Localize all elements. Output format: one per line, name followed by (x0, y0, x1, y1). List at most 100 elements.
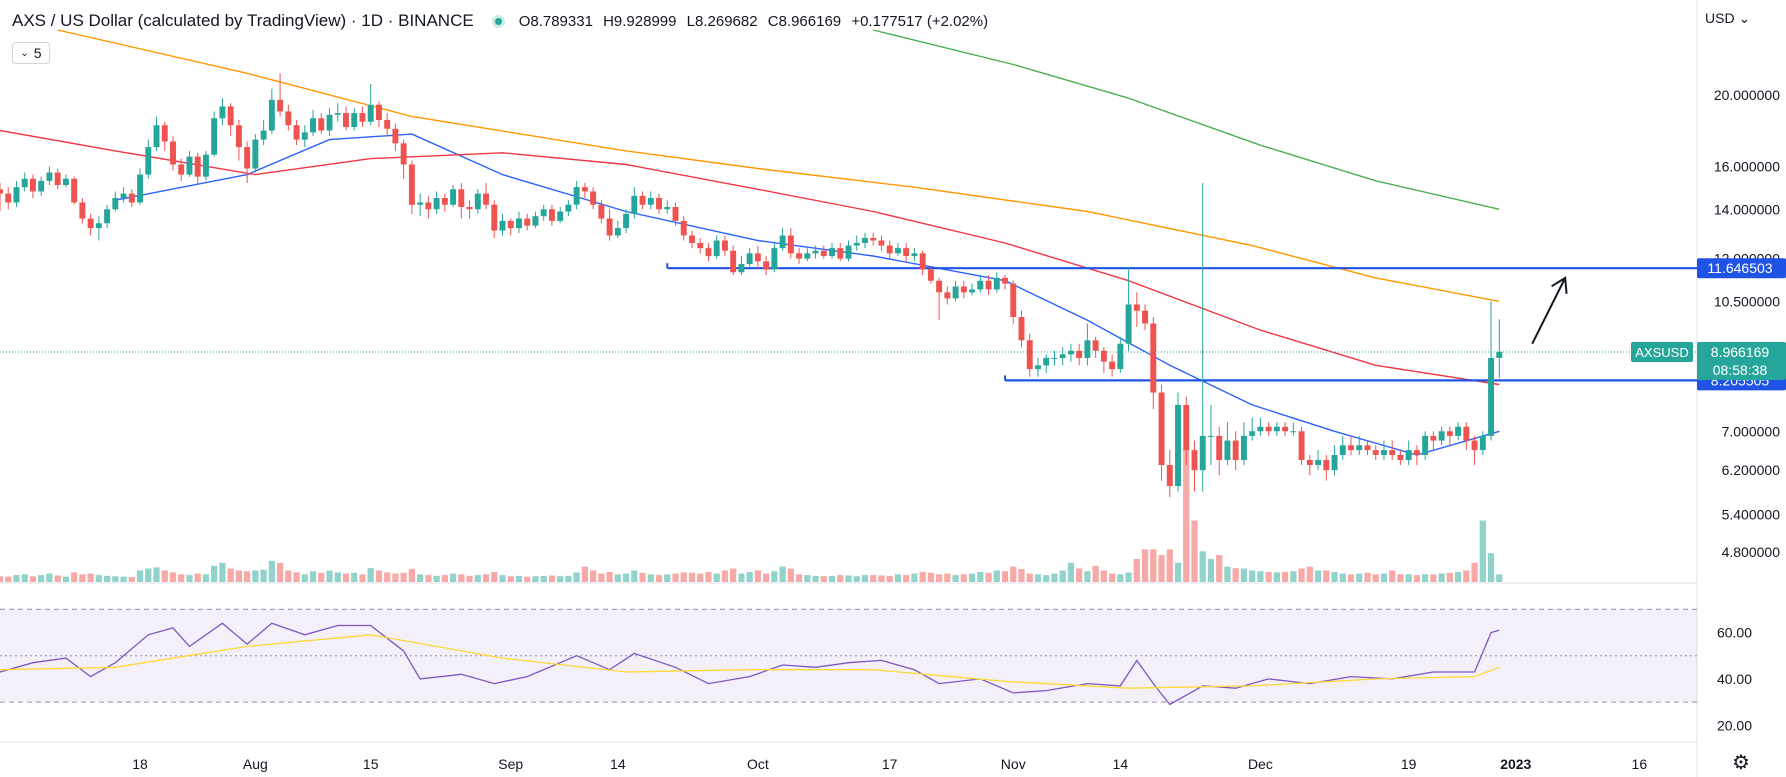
candle-body (1035, 365, 1041, 370)
candle-body (104, 209, 111, 224)
annotations[interactable] (1531, 276, 1568, 345)
volume-bar (1430, 574, 1437, 582)
currency-selector[interactable]: USD ⌄ (1705, 10, 1751, 26)
volume-bar (1331, 572, 1338, 582)
volume-bar (1117, 574, 1124, 582)
volume-bar (482, 574, 490, 582)
candle-body (894, 248, 901, 254)
close-value: C8.966169 (767, 12, 842, 30)
candle-body (886, 245, 893, 254)
candle-body (1224, 440, 1231, 460)
volume-bar (870, 575, 877, 582)
candle-body (408, 164, 415, 205)
volume-bar (1108, 573, 1116, 582)
volume-bar (227, 568, 234, 582)
volume-bar (46, 573, 53, 582)
volume-bar (79, 574, 86, 582)
volume-bar (194, 573, 201, 582)
volume-bar (351, 572, 358, 582)
time-tick-label: Oct (747, 756, 769, 772)
candle-body (1422, 435, 1429, 456)
candle-body (1430, 435, 1437, 441)
candle-body (540, 209, 547, 217)
volume-bar (342, 573, 350, 582)
candle-body (120, 193, 127, 199)
candle-body (112, 198, 119, 210)
volume-bar (598, 573, 605, 582)
volume-bar (903, 575, 910, 582)
candle-body (713, 240, 720, 256)
candle-body (170, 141, 176, 165)
candle-body (977, 280, 984, 290)
volume-bar (754, 570, 762, 582)
volume-bar (1281, 572, 1289, 582)
settings-gear-icon[interactable]: ⚙ (1732, 752, 1750, 774)
volume-bar (244, 571, 251, 582)
candle-body (277, 99, 284, 112)
candle-body (1496, 351, 1503, 358)
candle-body (1413, 450, 1420, 456)
price-tick-label: 20.000000 (1714, 87, 1780, 103)
candle-body (1282, 426, 1289, 432)
volume-bar (1043, 575, 1050, 582)
volume-bar (721, 570, 729, 582)
volume-bar (589, 570, 597, 582)
volume-bar (655, 575, 663, 582)
candle-body (1076, 350, 1083, 358)
candle-body (672, 206, 679, 221)
volume-bar (804, 575, 811, 582)
volume-bar (1422, 574, 1429, 582)
candle-body (573, 187, 580, 205)
candle-body (697, 243, 704, 249)
volume-bar (606, 572, 613, 582)
candle-body (1208, 435, 1214, 437)
volume-bar (1010, 566, 1017, 582)
symbol-title[interactable]: AXS / US Dollar (calculated by TradingVi… (12, 11, 474, 30)
candle-body (829, 248, 835, 256)
candle-body (1059, 354, 1066, 358)
volume-bar (647, 574, 654, 582)
candle-body (614, 228, 621, 236)
volume-bar (746, 572, 753, 582)
candle-body (145, 147, 152, 175)
candle-body (680, 220, 687, 236)
volume-bar (169, 572, 177, 582)
volume-bar (894, 574, 902, 582)
volume-bar (532, 576, 539, 582)
candle-body (944, 292, 951, 299)
candle-body (441, 198, 448, 205)
candle-body (903, 248, 910, 256)
candle-body (1356, 445, 1363, 451)
volume-bar (919, 572, 926, 582)
volume-bar (1265, 572, 1272, 582)
price-tick-label: 5.400000 (1722, 506, 1781, 522)
indicators-toggle-button[interactable]: ⌄ 5 (12, 42, 50, 64)
candle-body (95, 223, 102, 229)
chart-header: AXS / US Dollar (calculated by TradingVi… (12, 11, 994, 31)
volume-bar (762, 573, 770, 582)
volume-bar (1496, 574, 1503, 582)
volume-bar (268, 560, 275, 582)
candle-body (153, 125, 160, 148)
volume-bar (1389, 570, 1396, 582)
volume-bar (112, 576, 119, 582)
candle-body (128, 193, 135, 203)
volume-bar (828, 575, 836, 582)
time-tick-label: 17 (882, 756, 898, 772)
volume-bar (0, 576, 4, 582)
volume-bar (309, 571, 317, 582)
volume-bar (540, 575, 547, 582)
candle-body (260, 130, 267, 140)
candle-body (1348, 445, 1354, 451)
candle-body (367, 104, 374, 122)
volume-bar (1183, 447, 1190, 582)
ma-200-line (873, 29, 1500, 210)
volume-bar (1232, 568, 1239, 582)
volume-bar (1397, 574, 1404, 582)
volume-bar (1249, 570, 1256, 582)
candle-body (598, 204, 605, 219)
candle-body (1191, 450, 1198, 471)
horizontal-levels[interactable] (0, 263, 1697, 382)
volume-bar (1446, 572, 1453, 582)
